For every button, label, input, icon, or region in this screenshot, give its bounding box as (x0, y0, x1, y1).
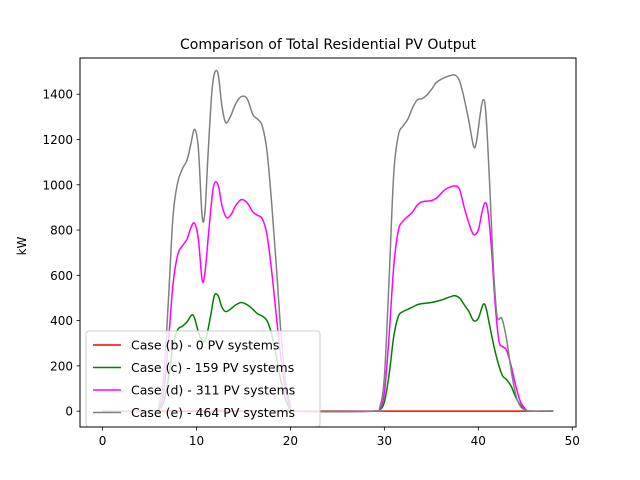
legend-label-2: Case (d) - 311 PV systems (131, 383, 295, 398)
y-axis-label: kW (15, 236, 29, 255)
y-tick-label: 1200 (42, 133, 73, 147)
legend-label-1: Case (c) - 159 PV systems (131, 360, 294, 375)
x-tick-label: 0 (99, 434, 107, 448)
legend-label-0: Case (b) - 0 PV systems (131, 338, 279, 353)
y-tick-label: 400 (50, 314, 73, 328)
x-tick-label: 50 (565, 434, 580, 448)
x-tick-label: 20 (283, 434, 298, 448)
x-tick-label: 30 (377, 434, 392, 448)
chart-title: Comparison of Total Residential PV Outpu… (180, 37, 477, 53)
series-line-3 (102, 69, 554, 413)
legend-label-3: Case (e) - 464 PV systems (131, 405, 295, 420)
axis-ticks: 0 10 20 30 40 50 0 200 400 600 800 1000 1200 1400 (42, 88, 579, 448)
y-tick-label: 800 (50, 224, 73, 238)
y-tick-label: 200 (50, 359, 73, 373)
y-tick-label: 600 (50, 269, 73, 283)
y-tick-label: 1000 (42, 178, 73, 192)
y-tick-label: 0 (65, 405, 73, 419)
x-tick-label: 10 (189, 434, 204, 448)
y-tick-label: 1400 (42, 88, 73, 102)
axes-frame (79, 57, 577, 428)
legend: Case (b) - 0 PV systems Case (c) - 159 PV… (85, 330, 321, 428)
x-tick-label: 40 (471, 434, 486, 448)
